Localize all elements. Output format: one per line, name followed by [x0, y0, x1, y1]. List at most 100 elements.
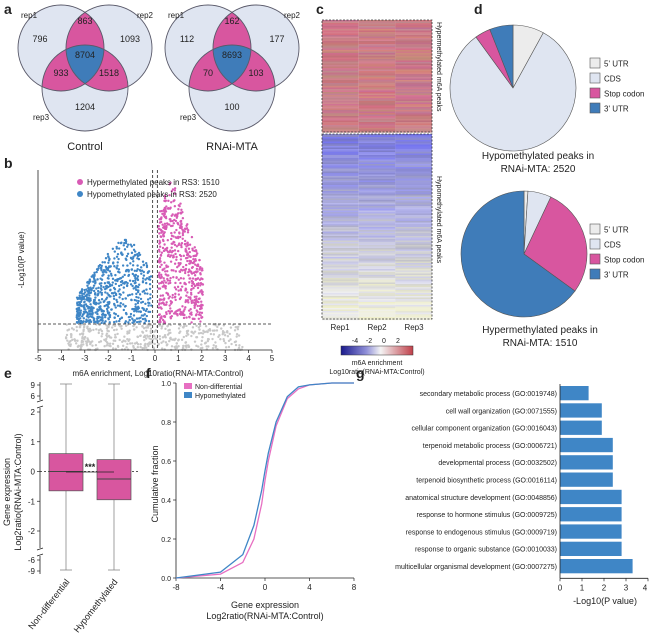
volcano-point-hyper [166, 207, 170, 210]
volcano-point-hypo [107, 293, 110, 297]
volcano-point-hypo [139, 297, 143, 301]
volcano-point-ns [64, 337, 68, 340]
volcano-point-hypo [115, 298, 118, 302]
volcano-point-hyper [173, 192, 177, 195]
volcano-point-hypo [111, 262, 115, 265]
volcano-point-hypo [96, 312, 99, 316]
volcano-point-ns [69, 339, 72, 343]
venn-count-rep3_only: 100 [224, 102, 239, 112]
volcano-point-ns [174, 337, 177, 340]
volcano-point-hypo [146, 298, 150, 301]
volcano-point-hypo [128, 293, 132, 297]
volcano-point-hyper [162, 209, 165, 213]
volcano-point-hyper [164, 199, 168, 202]
volcano-point-ns [110, 326, 114, 329]
volcano-point-ns [143, 338, 146, 342]
volcano-point-hypo [76, 302, 79, 305]
volcano-point-ns [118, 338, 121, 342]
volcano-point-hypo [126, 252, 130, 255]
volcano-point-hypo [116, 304, 120, 307]
volcano-point-ns [128, 338, 131, 341]
volcano-point-ns [238, 323, 242, 326]
volcano-point-ns [115, 328, 118, 331]
go-bar [560, 420, 602, 435]
panel-a-label: a [4, 1, 12, 17]
volcano-point-hypo [128, 279, 132, 282]
volcano-point-hyper [175, 214, 178, 217]
volcano-point-hyper [179, 310, 182, 314]
pie-legend-swatch [589, 102, 601, 114]
volcano-point-hypo [129, 243, 132, 246]
volcano-point-hyper [159, 276, 162, 280]
go-term: terpenoid metabolic process (GO:0006721) [423, 443, 557, 450]
volcano-point-hypo [89, 291, 93, 294]
volcano-point-hyper [179, 277, 183, 280]
volcano-point-ns [125, 346, 128, 349]
pie-bottom-title-1: Hypermethylated peaks in [482, 325, 598, 336]
box-ytick: -1 [28, 497, 36, 506]
volcano-point-hypo [146, 292, 149, 295]
volcano-point-hypo [104, 257, 108, 260]
volcano-xtick: 3 [223, 354, 228, 363]
go-term: terpenoid biosynthetic process (GO:00161… [416, 478, 557, 485]
volcano-point-hyper [168, 194, 171, 197]
volcano-point-ns [126, 337, 129, 341]
volcano-point-hypo [107, 256, 110, 259]
venn-count-rep2_rep3: 1518 [99, 68, 119, 78]
volcano-point-hyper [157, 273, 161, 277]
volcano-point-hyper [198, 268, 201, 271]
volcano-point-hyper [171, 293, 174, 297]
volcano-point-hypo [94, 301, 97, 304]
volcano-point-hypo [150, 304, 153, 307]
volcano-point-hypo [108, 265, 112, 269]
volcano-point-ns [127, 331, 131, 335]
volcano-point-hypo [143, 313, 146, 316]
volcano-point-hyper [161, 318, 165, 322]
volcano-point-hypo [79, 320, 83, 323]
volcano-point-hypo [112, 320, 116, 324]
volcano-point-hypo [77, 320, 81, 323]
volcano-point-hyper [200, 300, 203, 303]
volcano-point-ns [175, 342, 178, 345]
volcano-point-ns [67, 328, 71, 331]
volcano-point-ns [237, 346, 241, 350]
volcano-point-hypo [135, 320, 139, 324]
volcano-point-hyper [201, 304, 204, 307]
volcano-point-hypo [131, 264, 135, 267]
volcano-point-hypo [112, 302, 116, 306]
volcano-point-hyper [173, 231, 176, 234]
volcano-point-ns [215, 329, 219, 332]
volcano-point-hypo [119, 293, 122, 297]
volcano-point-hyper [159, 294, 162, 297]
volcano-point-ns [182, 335, 186, 339]
volcano-point-hyper [199, 320, 202, 323]
volcano-point-ns [160, 347, 164, 350]
volcano-point-hypo [104, 297, 108, 301]
volcano-point-ns [197, 345, 200, 348]
volcano-point-hyper [175, 245, 179, 248]
volcano-point-hypo [107, 261, 110, 264]
volcano-point-hyper [190, 272, 194, 275]
volcano-point-ns [148, 341, 151, 344]
volcano-point-hyper [159, 253, 163, 257]
box-ytick: 0 [31, 468, 36, 477]
volcano-point-ns [206, 330, 209, 334]
volcano-point-hyper [193, 306, 196, 310]
volcano-point-hyper [181, 233, 185, 237]
volcano-point-hypo [132, 260, 135, 263]
volcano-point-hypo [118, 296, 121, 299]
volcano-point-ns [223, 334, 227, 337]
volcano-point-ns [201, 335, 204, 339]
volcano-point-hyper [158, 259, 161, 262]
volcano-point-hypo [103, 261, 107, 264]
volcano-point-hyper [160, 229, 163, 233]
go-term: developmental process (GO:0032502) [438, 460, 557, 467]
panel-d-label: d [474, 1, 483, 17]
volcano-point-hypo [106, 252, 110, 256]
volcano-point-hyper [169, 219, 172, 223]
volcano-point-hyper [180, 268, 183, 271]
volcano-point-hyper [183, 282, 186, 285]
volcano-point-hypo [103, 304, 106, 308]
volcano-point-ns [211, 347, 215, 350]
